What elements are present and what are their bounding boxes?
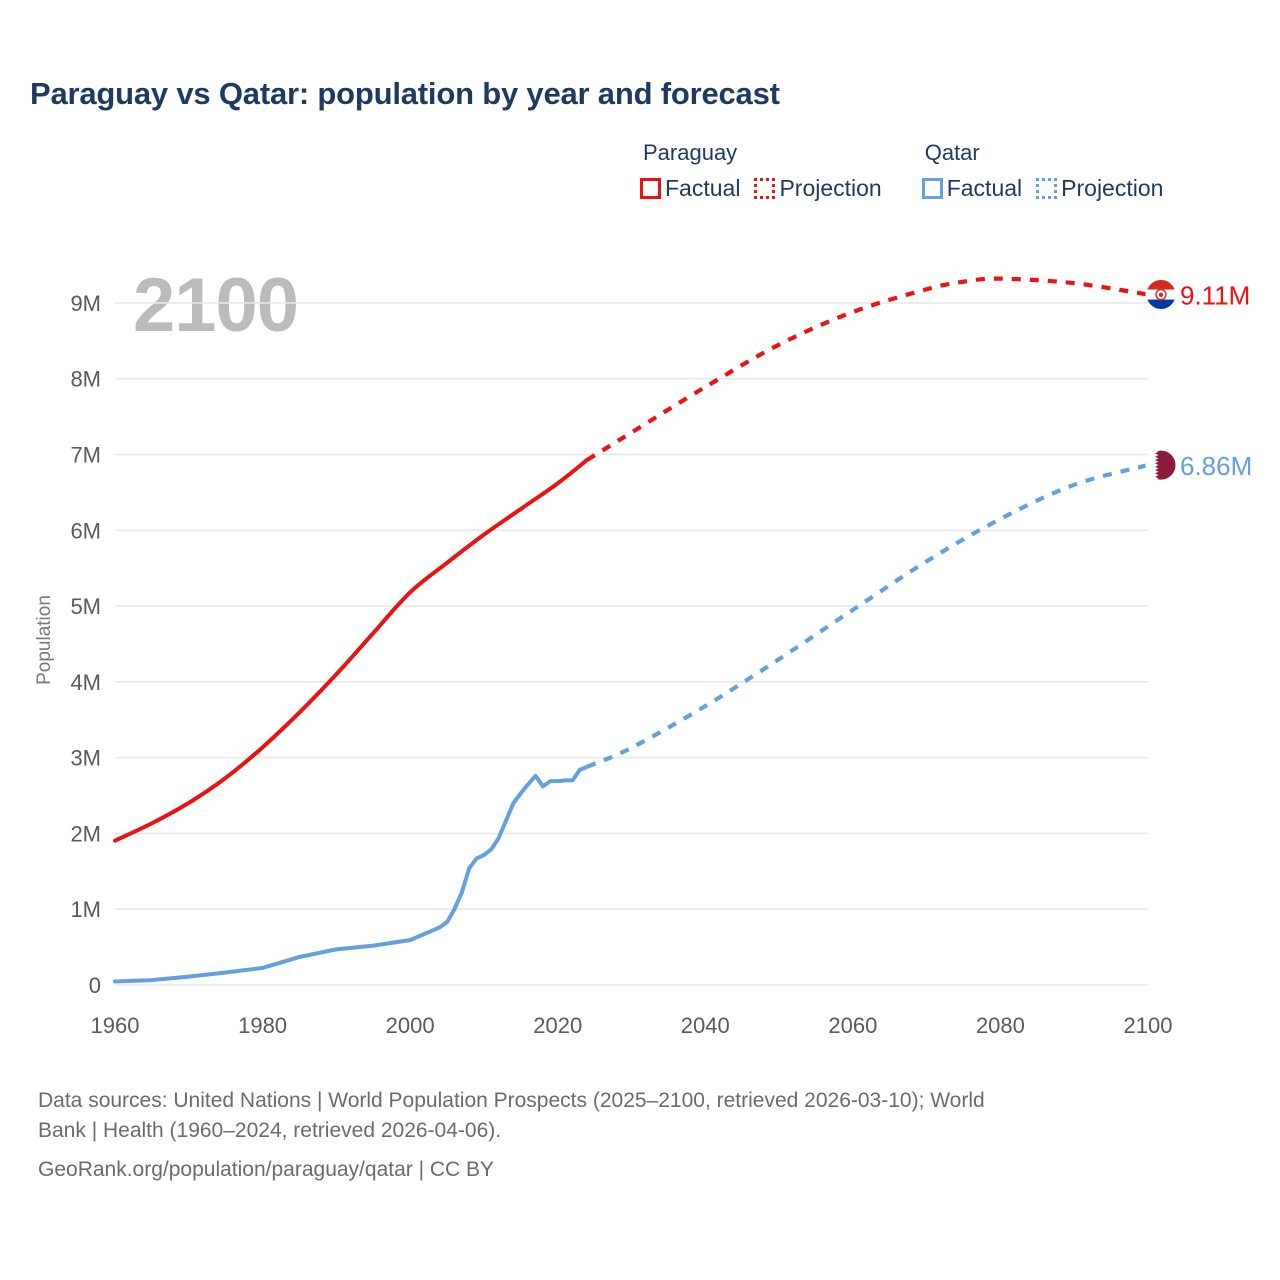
y-tick-label: 6M bbox=[70, 518, 101, 543]
y-tick-label: 9M bbox=[70, 291, 101, 316]
legend-group-title-qatar: Qatar bbox=[924, 140, 980, 165]
legend-label-qatar-projection: Projection bbox=[1061, 175, 1164, 201]
paraguay-flag-icon bbox=[1145, 279, 1177, 311]
series-line-projection-paraguay bbox=[586, 276, 1149, 462]
end-label-qatar: 6.86M bbox=[1180, 451, 1252, 481]
x-tick-label: 2100 bbox=[1124, 1013, 1173, 1038]
y-axis-title: Population bbox=[34, 595, 55, 685]
footer-line-1: Data sources: United Nations | World Pop… bbox=[38, 1089, 985, 1112]
x-tick-label: 1960 bbox=[91, 1013, 140, 1038]
chart-series-lines bbox=[113, 276, 1149, 984]
footer-line-3: GeoRank.org/population/paraguay/qatar | … bbox=[38, 1157, 495, 1181]
legend-group-paraguay: Paraguay Factual Projection bbox=[640, 140, 882, 202]
y-tick-label: 7M bbox=[70, 442, 101, 467]
legend-swatch-dotted-icon bbox=[754, 178, 776, 199]
legend-swatch-solid-icon bbox=[640, 178, 661, 199]
chart-gridlines bbox=[115, 302, 1148, 986]
y-tick-label: 4M bbox=[70, 670, 101, 695]
legend-label-qatar-factual: Factual bbox=[946, 175, 1023, 201]
y-tick-label: 8M bbox=[70, 367, 101, 392]
x-tick-label: 1980 bbox=[238, 1013, 287, 1038]
series-line-factual-paraguay bbox=[113, 457, 590, 843]
chart-end-markers: 9.11M 6.86M bbox=[1145, 279, 1252, 481]
x-tick-label: 2080 bbox=[976, 1013, 1025, 1038]
chart-legend: Paraguay Factual Projection Qatar Factua… bbox=[640, 140, 1163, 202]
series-line-factual-qatar bbox=[113, 764, 590, 984]
legend-items-paraguay: Factual Projection bbox=[640, 175, 882, 202]
y-tick-label: 1M bbox=[70, 897, 101, 922]
y-tick-label: 3M bbox=[70, 746, 101, 771]
x-tick-label: 2060 bbox=[828, 1013, 877, 1038]
y-axis-tick-labels: 0 1M 2M 3M 4M 5M 6M 7M 8M 9M bbox=[70, 291, 101, 998]
legend-item-paraguay-projection[interactable]: Projection bbox=[754, 175, 882, 202]
x-tick-label: 2040 bbox=[681, 1013, 730, 1038]
end-label-paraguay: 9.11M bbox=[1180, 281, 1250, 311]
legend-swatch-dotted-icon bbox=[1036, 178, 1058, 199]
year-watermark: 2100 bbox=[133, 263, 299, 348]
legend-item-paraguay-factual[interactable]: Factual bbox=[640, 175, 740, 202]
legend-group-title-paraguay: Paraguay bbox=[643, 140, 738, 165]
y-tick-label: 0 bbox=[89, 973, 101, 998]
page-title: Paraguay vs Qatar: population by year an… bbox=[30, 76, 780, 111]
x-axis-tick-labels: 1960 1980 2000 2020 2040 2060 2080 2100 bbox=[91, 1013, 1173, 1038]
x-tick-label: 2000 bbox=[386, 1013, 435, 1038]
legend-label-paraguay-factual: Factual bbox=[665, 175, 741, 201]
chart-footer: Data sources: United Nations | World Pop… bbox=[38, 1086, 1238, 1185]
qatar-flag-icon bbox=[1145, 449, 1177, 481]
legend-label-paraguay-projection: Projection bbox=[779, 175, 882, 201]
y-tick-label: 5M bbox=[70, 594, 101, 619]
footer-line-2: Bank | Health (1960–2024, retrieved 2026… bbox=[38, 1119, 502, 1143]
y-tick-label: 2M bbox=[70, 821, 101, 846]
legend-group-qatar: Qatar Factual Projection bbox=[921, 140, 1163, 202]
legend-item-qatar-factual[interactable]: Factual bbox=[921, 175, 1023, 202]
series-line-projection-qatar bbox=[586, 463, 1149, 769]
x-tick-label: 2020 bbox=[533, 1013, 582, 1038]
legend-item-qatar-projection[interactable]: Projection bbox=[1036, 175, 1163, 202]
legend-items-qatar: Factual Projection bbox=[921, 175, 1163, 202]
legend-swatch-solid-icon bbox=[921, 178, 943, 199]
